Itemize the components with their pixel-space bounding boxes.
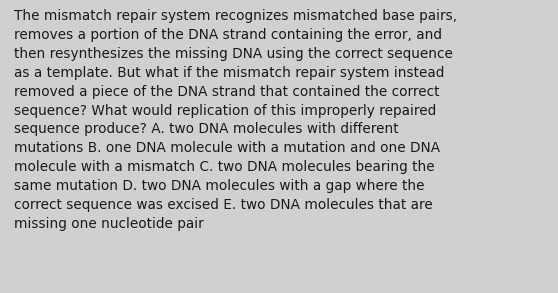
- Text: The mismatch repair system recognizes mismatched base pairs,
removes a portion o: The mismatch repair system recognizes mi…: [14, 9, 457, 231]
